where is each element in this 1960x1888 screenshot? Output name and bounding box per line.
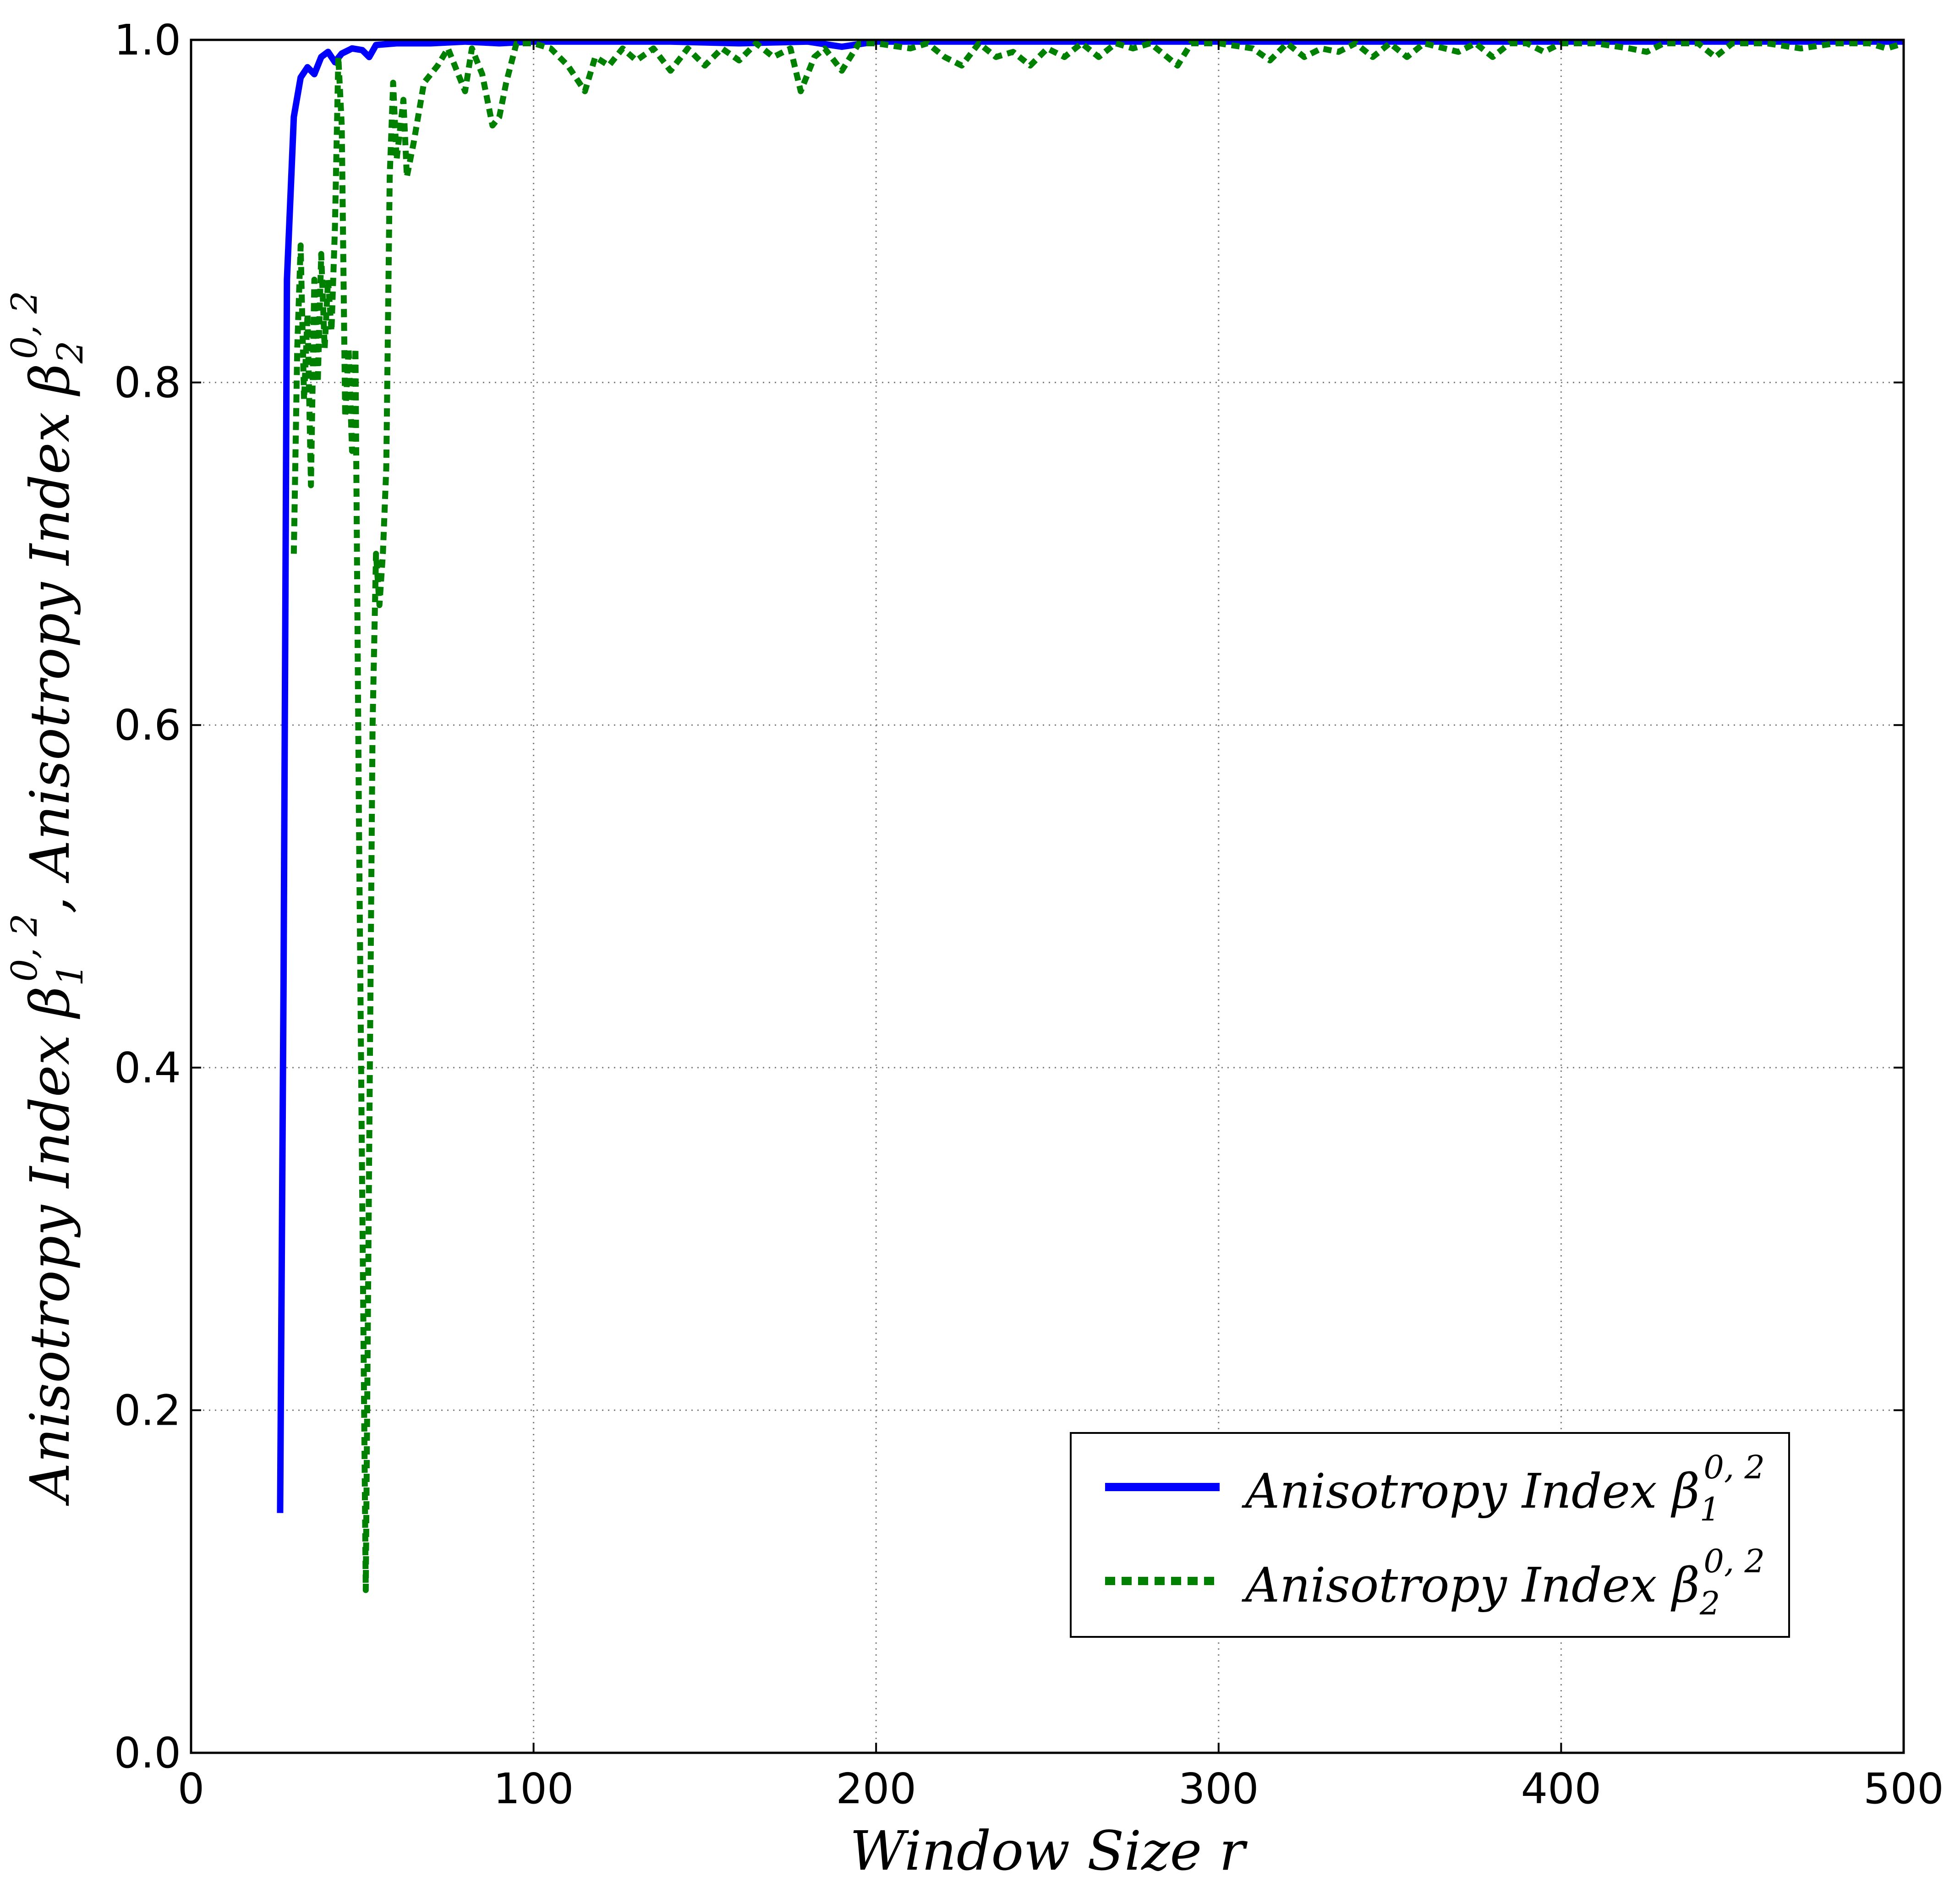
y-tick-label: 0.6	[114, 701, 181, 750]
x-tick-label: 100	[493, 1764, 574, 1813]
x-tick-labels: 0 100 200 300 400 500	[178, 1764, 1944, 1813]
legend-label-series-1: Anisotropy Index β10, 2	[1242, 1449, 1765, 1528]
series-layer	[277, 40, 1904, 1593]
y-axis-label: Anisotropy Index β10, 2, Anisotropy Inde…	[4, 291, 91, 1506]
y-tick-labels: 0.0 0.2 0.4 0.6 0.8 1.0	[114, 16, 181, 1778]
x-tick-label: 200	[836, 1764, 916, 1813]
legend-box	[1070, 1432, 1790, 1638]
y-tick-label: 0.2	[114, 1386, 181, 1435]
legend-label-series-2: Anisotropy Index β20, 2	[1242, 1542, 1765, 1622]
axis-ticks	[190, 39, 1905, 1754]
series-line-1	[277, 40, 1904, 1513]
plot-frame	[190, 38, 1905, 1754]
legend: Anisotropy Index β10, 2 Anisotropy Index…	[1070, 1432, 1790, 1638]
x-tick-label: 500	[1863, 1764, 1944, 1813]
x-tick-label: 300	[1178, 1764, 1259, 1813]
y-tick-label: 0.0	[114, 1729, 181, 1778]
x-tick-label: 400	[1521, 1764, 1602, 1813]
x-axis-label: Window Size r	[850, 1819, 1248, 1883]
svg-text:Anisotropy Index β10, 2, Anis: Anisotropy Index β10, 2, Anisotropy Inde…	[4, 291, 91, 1506]
series-line-2	[290, 40, 1904, 1593]
y-tick-label: 0.4	[114, 1043, 181, 1092]
y-tick-label: 1.0	[114, 16, 181, 65]
y-tick-label: 0.8	[114, 358, 181, 407]
x-tick-label: 0	[178, 1764, 205, 1813]
